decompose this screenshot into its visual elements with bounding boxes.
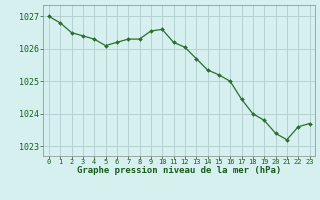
X-axis label: Graphe pression niveau de la mer (hPa): Graphe pression niveau de la mer (hPa) [77, 166, 281, 175]
